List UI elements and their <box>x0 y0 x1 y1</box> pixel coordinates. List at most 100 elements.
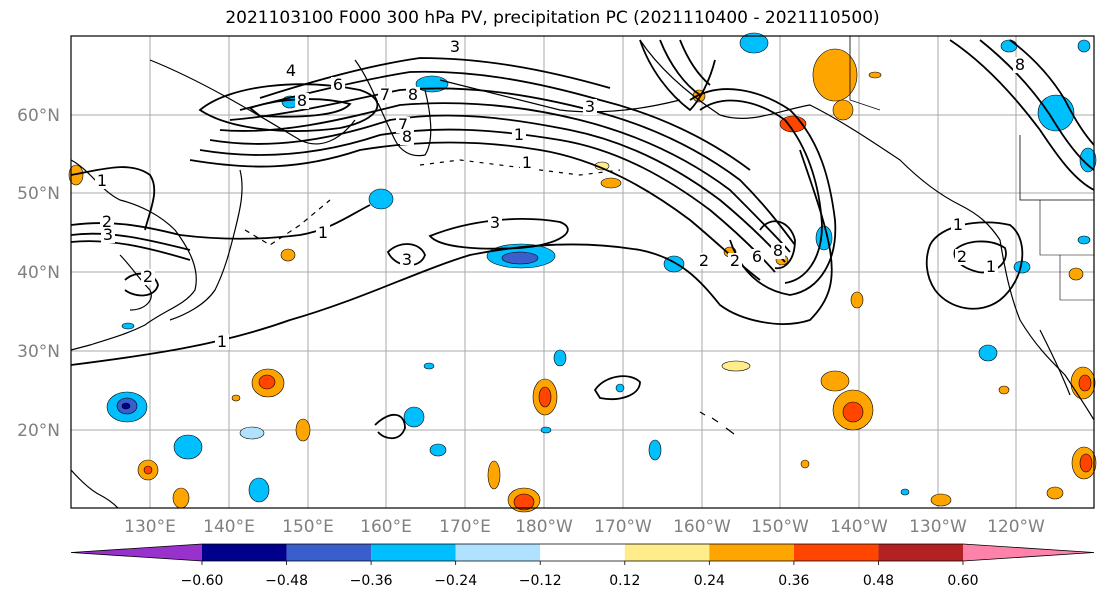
pv-ne-1 <box>949 39 1095 191</box>
pv-contour-label-bg <box>284 63 298 79</box>
lon-tick-label: 140°E <box>203 517 255 537</box>
colorbar <box>70 543 1095 562</box>
pv-small-loop-20n <box>374 413 406 440</box>
pv-contour-label-bg <box>583 99 597 115</box>
pv-contour-label-bg <box>101 227 115 243</box>
bering-coast <box>439 79 681 113</box>
colorbar-segment <box>371 544 456 561</box>
lon-tick-label: 150°W <box>751 517 809 537</box>
pv-contour-label: 3 <box>585 97 595 116</box>
pv-contour-label: 8 <box>1015 55 1025 74</box>
asia-coastline <box>70 159 197 351</box>
lon-tick-label: 160°W <box>673 517 731 537</box>
pv-contour-label-bg <box>331 77 345 93</box>
pv-loop-42n <box>124 272 159 297</box>
latitude-tick-labels: 60°N 50°N 40°N 30°N 20°N <box>17 106 60 441</box>
pv-contour-label: 1 <box>514 125 524 144</box>
colorbar-segment <box>286 544 372 561</box>
pv-contour-label-bg <box>295 93 309 109</box>
colorbar-segment <box>793 544 879 561</box>
pv-contour-label-bg <box>750 249 764 265</box>
map-frame <box>70 35 1095 509</box>
pv-contour-2 <box>70 232 191 251</box>
colorbar-tick-labels: −0.60 −0.48 −0.36 −0.24 −0.12 0.12 0.24 0.36 0.4… <box>181 561 979 589</box>
pv-alaska-3 <box>679 39 711 86</box>
colorbar-tick-label: 0.60 <box>947 573 978 589</box>
pv-contour-label-bg <box>400 129 414 145</box>
colorbar-segment <box>878 544 963 561</box>
pv-contour-label-bg <box>141 269 155 285</box>
pv-contour-label: 3 <box>103 225 113 244</box>
coastlines <box>70 36 1095 509</box>
pv-alaska-1 <box>639 39 716 112</box>
chart-title: 2021103100 F000 300 hPa PV, precipitatio… <box>225 8 880 28</box>
longitude-tick-labels: 130°E 140°E 150°E 160°E 170°E 180°W 170°W 160°W… <box>124 517 1045 537</box>
colorbar-segment <box>455 544 541 561</box>
pv-contour-label-bg <box>951 217 965 233</box>
pv-contour-label: 2 <box>699 251 709 270</box>
pv-jet-4 <box>219 102 791 253</box>
pv-contour-label: 7 <box>380 85 390 104</box>
colorbar-segment <box>540 544 625 561</box>
pv-east-loop-outer <box>925 221 1024 310</box>
colorbar-segment <box>71 544 202 561</box>
pv-trough-mid <box>699 99 823 284</box>
pv-trough-outer <box>689 88 837 296</box>
japan-coast <box>169 169 243 321</box>
us-state-lines <box>1039 200 1094 301</box>
pv-contours <box>70 39 1095 440</box>
canada-border <box>1019 135 1094 201</box>
korea-coast <box>119 254 152 311</box>
pv-contour-label-bg <box>406 87 420 103</box>
hawaii-islands <box>699 411 735 435</box>
pv-contour-1b <box>70 166 156 231</box>
pv-jet-6 <box>239 70 751 171</box>
pv-contour-label: 3 <box>450 37 460 56</box>
pv-contour-label-bg <box>1013 57 1027 73</box>
precip-positive-blobs <box>68 48 1097 513</box>
colorbar-tick-label: 0.36 <box>778 573 809 589</box>
pv-closed-loop-inner <box>248 98 352 118</box>
colorbar-tick-label: −0.36 <box>350 573 393 589</box>
pv-ne-2 <box>979 39 1095 171</box>
pv-ne-3 <box>1009 39 1095 146</box>
colorbar-segment <box>709 544 794 561</box>
pv-contour-label: 3 <box>490 213 500 232</box>
philippines-coast <box>70 469 119 509</box>
colorbar-tick-label: 0.24 <box>694 573 725 589</box>
lat-tick-label: 60°N <box>17 106 60 126</box>
pv-ridge-loop <box>428 218 569 250</box>
lon-tick-label: 140°W <box>830 517 888 537</box>
pv-contour-label-bg <box>100 214 114 230</box>
pv-contour-label-bg <box>378 87 392 103</box>
colorbar-tick-label: 0.12 <box>609 573 640 589</box>
lat-tick-label: 30°N <box>17 342 60 362</box>
colorbar-segment <box>624 544 710 561</box>
north-america-west-coast <box>999 239 1095 421</box>
alaska-canada-border <box>849 36 881 111</box>
kamchatka-coast <box>354 59 432 157</box>
pv-contour-label-bg <box>448 39 462 55</box>
kuril-islands <box>244 199 331 246</box>
lat-tick-label: 20°N <box>17 421 60 441</box>
pv-jet-7 <box>259 57 611 99</box>
pv-contour-label: 6 <box>333 75 343 94</box>
pv-contour-label: 1 <box>522 153 532 172</box>
pv-contour-label: 8 <box>402 127 412 146</box>
precip-negative-blobs <box>106 32 1097 503</box>
colorbar-tick-label: −0.12 <box>519 573 562 589</box>
pv-contour-label: 1 <box>318 223 328 242</box>
pv-contour-1-west <box>70 149 833 366</box>
colorbar-tick-label: −0.60 <box>181 573 224 589</box>
colorbar-tick-label: −0.48 <box>265 573 308 589</box>
colorbar-tick-label: 0.48 <box>863 573 894 589</box>
lat-tick-label: 40°N <box>17 263 60 283</box>
pv-contour-label: 7 <box>398 115 408 134</box>
pv-contour-label: 2 <box>102 212 112 231</box>
pv-contour-label-bg <box>400 252 414 268</box>
pv-alaska-2 <box>659 39 701 96</box>
pv-jet-1 <box>189 141 761 281</box>
pv-small-loop-3 <box>386 243 426 267</box>
colorbar-tick-label: −0.24 <box>434 573 477 589</box>
